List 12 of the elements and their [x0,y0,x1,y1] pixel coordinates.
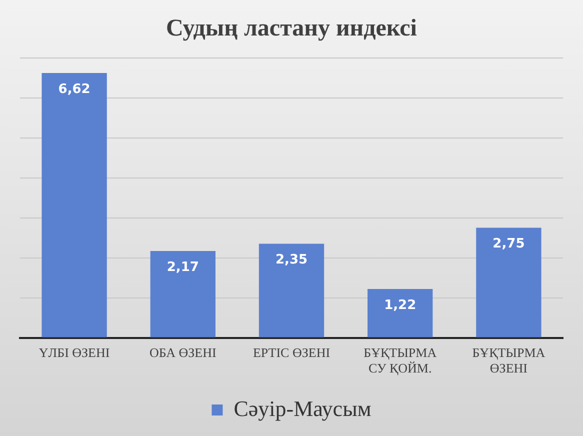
data-label: 1,22 [384,298,416,313]
x-tick-label: БҰҚТЫРМА ӨЗЕНІ [472,345,546,376]
data-label: 2,35 [275,252,308,268]
data-label: 6,62 [58,82,90,97]
x-tick-label: ЕРТІС ӨЗЕНІ [252,345,330,360]
data-label: 2,17 [166,260,199,275]
x-tick-label: ОБА ӨЗЕНІ [149,345,216,360]
x-tick-label: БҰҚТЫРМА СУ ҚОЙМ. [364,345,438,376]
legend-label: Сәуір-Маусым [234,396,372,421]
chart-title: Судың ластану индексі [166,16,418,42]
data-label: 2,75 [492,236,525,252]
x-tick-label: ҮЛБІ ӨЗЕНІ [38,345,110,360]
